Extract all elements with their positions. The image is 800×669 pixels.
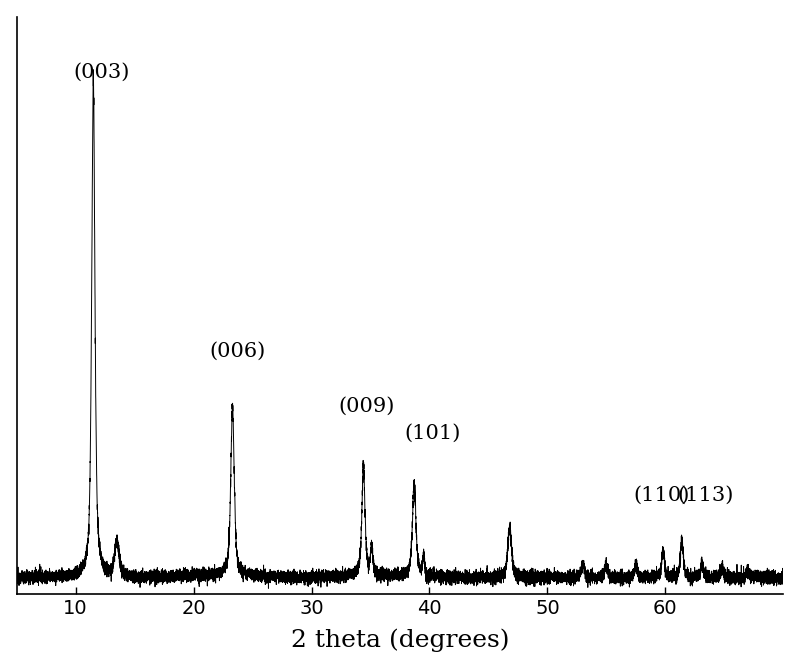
Text: (113): (113) — [677, 486, 734, 505]
Text: (101): (101) — [405, 423, 461, 443]
Text: (110): (110) — [634, 486, 690, 505]
Text: (003): (003) — [74, 62, 130, 82]
Text: (006): (006) — [209, 342, 265, 361]
X-axis label: 2 theta (degrees): 2 theta (degrees) — [290, 629, 510, 652]
Text: (009): (009) — [338, 397, 395, 415]
